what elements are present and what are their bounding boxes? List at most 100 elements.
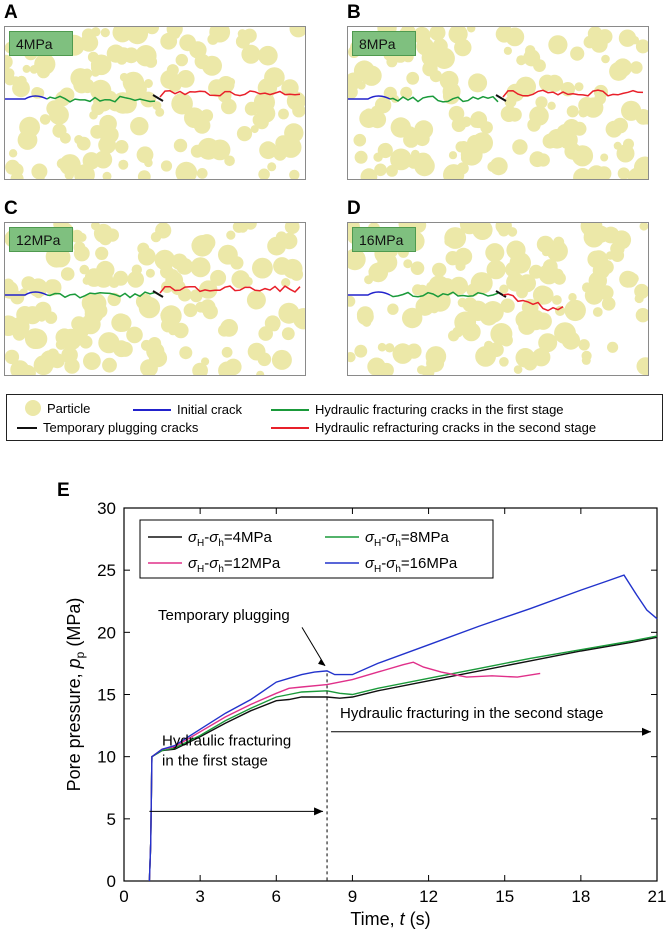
panel-letter-b: B: [347, 2, 361, 23]
particle: [348, 248, 366, 271]
particle: [421, 49, 439, 67]
particle: [5, 74, 16, 86]
particle: [257, 352, 272, 367]
particle: [390, 148, 412, 171]
particle: [487, 161, 498, 173]
particle: [56, 158, 68, 169]
particle: [547, 101, 556, 111]
particle: [613, 58, 632, 77]
first-stage-crack: [46, 95, 156, 103]
particle: [410, 261, 425, 275]
particle: [587, 250, 605, 268]
particle: [552, 295, 562, 305]
particle: [387, 303, 399, 315]
particle: [236, 126, 253, 142]
y-tick-label: 20: [97, 623, 116, 642]
particle: [230, 256, 244, 270]
particle: [114, 140, 129, 154]
particle: [522, 356, 538, 371]
particle: [126, 27, 149, 45]
particle: [506, 272, 525, 292]
particle: [479, 307, 499, 326]
particle: [46, 100, 63, 117]
particle: [471, 132, 493, 154]
particle: [390, 117, 411, 138]
particle: [123, 47, 140, 64]
particle: [136, 146, 154, 164]
particle: [250, 125, 259, 134]
x-tick-label: 6: [272, 887, 281, 906]
particle: [368, 262, 389, 283]
particle: [84, 300, 103, 319]
particle: [83, 352, 101, 370]
particle: [244, 223, 257, 230]
second-stage-arrowhead: [642, 727, 651, 736]
particle: [119, 72, 129, 82]
initial-crack: [348, 291, 391, 296]
y-tick-label: 0: [107, 872, 116, 891]
particle: [79, 335, 93, 349]
particle: [78, 168, 94, 179]
particle: [102, 357, 117, 373]
particle: [448, 151, 458, 160]
crack-legend: Particle Initial crack Hydraulic fractur…: [6, 394, 663, 441]
particle: [592, 307, 603, 317]
particle: [480, 121, 493, 134]
particle: [467, 27, 476, 33]
particle: [199, 280, 218, 299]
legend-initial-crack-label: Initial crack: [177, 402, 243, 417]
panel-d: 16MPa: [347, 222, 649, 376]
particle: [433, 47, 455, 69]
particle: [596, 166, 612, 179]
particle: [630, 61, 643, 74]
legend-second-stage: Hydraulic refracturing cracks in the sec…: [271, 420, 596, 435]
particle: [273, 257, 291, 275]
series-line-2: [148, 661, 541, 882]
particle: [79, 264, 90, 275]
particle: [106, 44, 125, 63]
particle: [353, 133, 367, 147]
particle: [81, 28, 95, 42]
particle: [190, 258, 209, 277]
particle: [190, 144, 204, 158]
particle: [178, 287, 192, 302]
particle: [546, 74, 564, 92]
particle: [31, 163, 48, 179]
chart-legend-box: [139, 519, 494, 579]
particle: [102, 171, 112, 179]
particle: [183, 303, 198, 318]
series-line-3: [148, 574, 658, 882]
particle: [271, 349, 292, 370]
particle: [368, 267, 377, 276]
chart-legend: σH-σh=4MPa σH-σh=8MPa σH-σh=12MPa σH-σh=16M…: [139, 519, 494, 579]
particle: [160, 265, 174, 279]
particle: [140, 359, 158, 375]
particle: [402, 307, 423, 329]
first-stage-crack: [46, 291, 156, 299]
particle: [583, 97, 604, 118]
particle: [429, 27, 446, 41]
particle: [348, 352, 356, 363]
x-tick-label: 3: [195, 887, 204, 906]
particle: [5, 159, 21, 175]
chart-axes: 0 3 6 9 12 15 18 21 0 5 10 15 20 25 30 Time, t (s) Pore …: [64, 499, 666, 929]
second-stage-annotation: Hydraulic fracturing in the second stage: [340, 705, 603, 722]
stress-label-b: 8MPa: [352, 31, 416, 56]
particle: [189, 289, 203, 303]
particle: [39, 114, 51, 125]
second-stage-crack: [159, 90, 301, 98]
particle: [218, 324, 231, 337]
particle: [21, 276, 36, 291]
chart-legend-label-3: σH-σh=16MPa: [365, 555, 458, 575]
particle: [460, 223, 480, 235]
particle: [281, 278, 291, 288]
particle: [384, 343, 395, 353]
particle: [259, 141, 277, 160]
legend-second-stage-label: Hydraulic refracturing cracks in the sec…: [315, 420, 597, 435]
particle: [278, 302, 300, 324]
particle: [373, 152, 383, 162]
particle: [10, 360, 30, 375]
particle: [12, 79, 30, 98]
particle: [581, 350, 592, 361]
first-stage-annotation-line2: in the first stage: [162, 752, 268, 769]
